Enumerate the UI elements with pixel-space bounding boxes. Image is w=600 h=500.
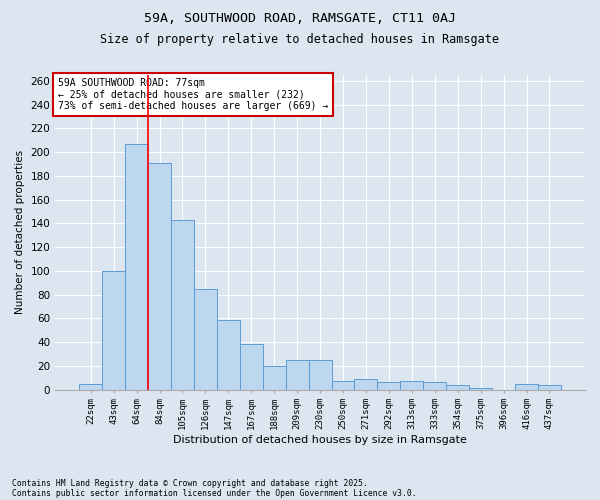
Bar: [240, 344, 263, 390]
Bar: [332, 381, 355, 390]
Bar: [286, 360, 308, 390]
Text: Contains public sector information licensed under the Open Government Licence v3: Contains public sector information licen…: [12, 488, 416, 498]
Bar: [515, 384, 538, 390]
Bar: [446, 385, 469, 390]
Bar: [308, 360, 332, 390]
Y-axis label: Number of detached properties: Number of detached properties: [15, 150, 25, 314]
Bar: [171, 220, 194, 390]
Text: Size of property relative to detached houses in Ramsgate: Size of property relative to detached ho…: [101, 32, 499, 46]
Text: Contains HM Land Registry data © Crown copyright and database right 2025.: Contains HM Land Registry data © Crown c…: [12, 478, 368, 488]
Bar: [423, 382, 446, 390]
Bar: [79, 384, 102, 390]
Text: 59A, SOUTHWOOD ROAD, RAMSGATE, CT11 0AJ: 59A, SOUTHWOOD ROAD, RAMSGATE, CT11 0AJ: [144, 12, 456, 26]
Text: 59A SOUTHWOOD ROAD: 77sqm
← 25% of detached houses are smaller (232)
73% of semi: 59A SOUTHWOOD ROAD: 77sqm ← 25% of detac…: [58, 78, 328, 112]
Bar: [102, 271, 125, 390]
X-axis label: Distribution of detached houses by size in Ramsgate: Distribution of detached houses by size …: [173, 435, 467, 445]
Bar: [377, 382, 400, 390]
Bar: [400, 381, 423, 390]
Bar: [217, 320, 240, 390]
Bar: [469, 388, 492, 390]
Bar: [194, 288, 217, 390]
Bar: [538, 385, 561, 390]
Bar: [263, 366, 286, 390]
Bar: [125, 144, 148, 390]
Bar: [355, 379, 377, 390]
Bar: [148, 163, 171, 390]
